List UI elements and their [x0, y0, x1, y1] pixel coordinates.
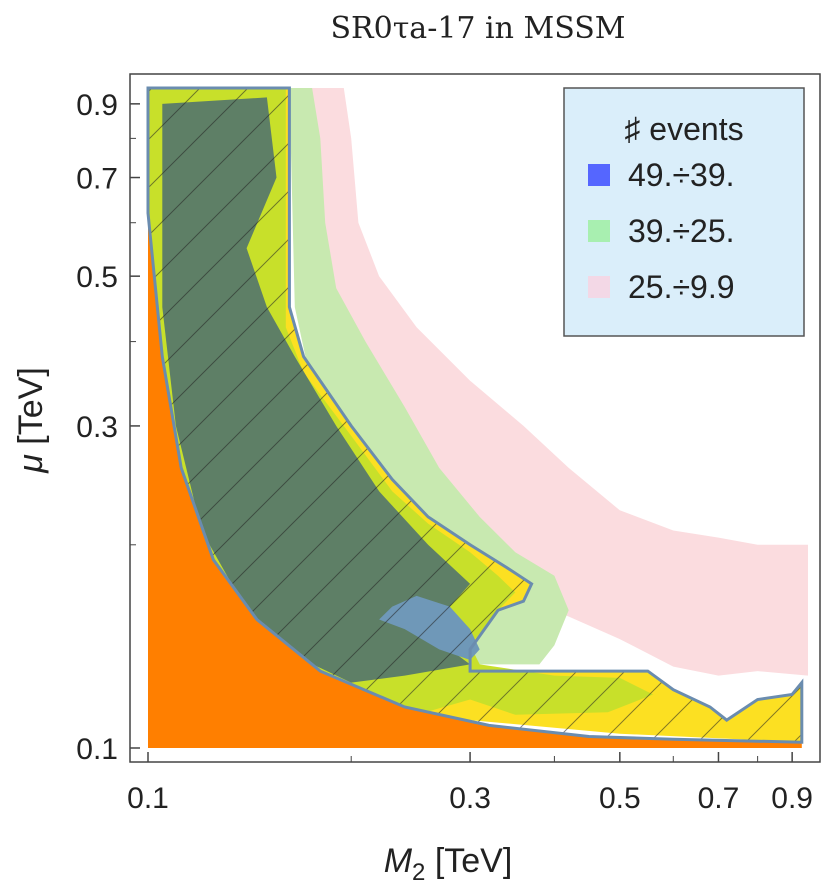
x-tick-label: 0.9 [771, 782, 813, 815]
legend: ♯ events 49.÷39. 39.÷25. 25.÷9.9 [563, 87, 805, 337]
legend-swatch [588, 164, 610, 186]
exclusion-contour-line [146, 86, 804, 744]
y-tick-label: 0.5 [76, 261, 118, 294]
legend-entry-label: 49.÷39. [628, 157, 735, 193]
x-axis-label: M2 [TeV] [384, 842, 513, 886]
legend-entry-label: 25.÷9.9 [628, 269, 735, 305]
y-tick-label: 0.7 [76, 163, 118, 196]
x-tick-label: 0.1 [127, 782, 169, 815]
legend-entry-label: 39.÷25. [628, 213, 735, 249]
x-tick-label: 0.7 [698, 782, 740, 815]
x-tick-label: 0.3 [449, 782, 491, 815]
y-axis-label: μ [TeV] [12, 367, 50, 474]
legend-title: ♯ events [624, 111, 743, 147]
chart-title: SR0τa-17 in MSSM [330, 11, 625, 46]
legend-swatch [588, 220, 610, 242]
x-tick-label: 0.5 [599, 782, 641, 815]
contour-regions [146, 86, 808, 749]
excluded-region [148, 213, 802, 749]
y-tick-label: 0.1 [76, 733, 118, 766]
y-tick-label: 0.9 [76, 89, 118, 122]
plot-frame [129, 73, 821, 763]
legend-entries: 49.÷39. 39.÷25. 25.÷9.9 [588, 157, 735, 305]
axis-ticks: 0.1 0.3 0.5 0.7 0.9 0.1 0.3 0.5 0.7 0.9 [76, 89, 813, 815]
legend-swatch [588, 276, 610, 298]
hatched-excluded-overlay [148, 88, 802, 743]
y-tick-label: 0.3 [76, 411, 118, 444]
